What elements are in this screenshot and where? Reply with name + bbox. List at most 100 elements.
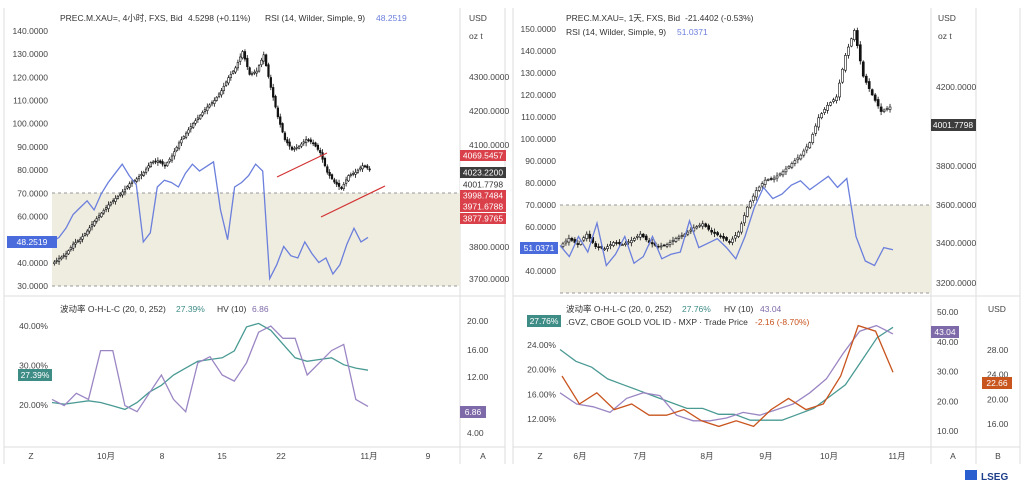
left-candle-body (368, 168, 371, 171)
left-candle-body (187, 129, 190, 134)
right-candle-body (799, 154, 803, 160)
left-time-axis-tick: 11月 (360, 451, 377, 461)
left-hv-line (51, 325, 369, 413)
left-candle-body (337, 183, 341, 187)
left-time-axis-tick: 10月 (97, 451, 115, 461)
right-candle-body (627, 241, 630, 244)
right-lower-left-axis-tick: 20.00% (527, 365, 556, 375)
right-rsi-axis-tick: 130.0000 (521, 68, 557, 78)
left-candle-body (149, 162, 152, 168)
left-unit: oz t (469, 31, 483, 41)
left-candle-body (107, 204, 110, 209)
left-candle-body (123, 188, 127, 193)
right-rsi-axis-tick: 70.0000 (525, 200, 556, 210)
right-rsi-value: 51.0371 (677, 27, 708, 37)
left-candle-body (206, 106, 209, 111)
left-candle-body (269, 77, 272, 88)
left-candle-body (288, 141, 291, 147)
left-candle-body (114, 198, 117, 202)
left-corner-a[interactable]: A (480, 451, 486, 461)
left-chart: PREC.M.XAU=, 4小时, FXS, Bid 4.5298 (+0.11… (3, 8, 509, 464)
left-candle-body (217, 93, 221, 97)
left-candle-body (323, 157, 327, 167)
left-price-tag (460, 167, 506, 178)
left-rsi-axis: 140.0000 130.0000 120.0000 110.0000 100.0000… (13, 26, 49, 291)
left-candle-body (177, 142, 181, 149)
left-lower-title: 波动率 O-H-L-C (20, 0, 252) (60, 304, 166, 314)
right-candle-body (882, 109, 886, 112)
right-candle-body (624, 242, 627, 245)
left-candle-body (272, 87, 275, 98)
right-lower-right-axis-tick: 16.00 (987, 419, 1009, 429)
left-price-tag-text: 4001.7798 (463, 180, 503, 190)
right-rsi-tag-text: 51.0371 (524, 243, 555, 253)
left-candle-body (314, 142, 317, 147)
left-rsi-tag (7, 236, 57, 248)
lseg-logo-text: LSEG (981, 472, 1008, 483)
right-time-axis-tick: 9月 (759, 451, 772, 461)
right-candle-body (668, 242, 672, 245)
left-candle-body (130, 181, 134, 185)
right-lower-left-axis-tick: 12.00% (527, 414, 556, 424)
left-candle-body (97, 215, 101, 218)
right-candle-body (671, 240, 675, 242)
right-candle-body (876, 99, 880, 107)
right-candle-body (772, 177, 776, 180)
right-corner-z[interactable]: Z (537, 451, 542, 461)
right-candle-body (662, 244, 666, 247)
left-lower-left-axis-tick: 20.00% (19, 400, 48, 410)
right-candle-body (689, 229, 693, 232)
right-candle-body (835, 96, 838, 101)
left-candle-body (260, 59, 263, 66)
left-lower-right-axis: 20.00 16.00 12.00 4.00 (467, 316, 489, 438)
right-candle-body (873, 94, 877, 101)
right-lower-right-axis: 28.00 24.00 20.00 16.00 (987, 345, 1009, 429)
right-candle-body (838, 82, 841, 98)
left-price-axis-tick: 3700.0000 (469, 274, 509, 284)
left-price-axis-tick: 3800.0000 (469, 242, 509, 252)
right-time-axis-tick: 7月 (633, 451, 646, 461)
right-candle-body (748, 201, 752, 208)
left-candle-body (361, 165, 364, 170)
right-candle-body (585, 233, 589, 239)
right-candle-body (745, 206, 749, 217)
right-corner-b[interactable]: B (995, 451, 1001, 461)
left-candle-body (203, 109, 207, 112)
right-time-axis-tick: 11月 (888, 451, 905, 461)
left-candle-body (215, 96, 218, 101)
left-candle-body (57, 258, 61, 262)
right-rsi-axis-tick: 90.0000 (525, 156, 556, 166)
left-candle-body (330, 174, 334, 180)
left-candle-body (257, 65, 261, 72)
left-corner-z[interactable]: Z (28, 451, 33, 461)
right-price-axis-tick: 3600.0000 (936, 200, 976, 210)
right-price-tag-text: 4001.7798 (933, 120, 973, 130)
right-hv-line (559, 324, 894, 422)
right-hv-label: HV (10) (724, 304, 753, 314)
right-candle-body (641, 233, 645, 238)
left-lower-left-axis: 40.00% 30.00% 20.00% (19, 321, 48, 410)
right-candle-body (850, 38, 853, 47)
left-rsi-axis-tick: 90.0000 (17, 142, 48, 152)
right-corner-a[interactable]: A (950, 451, 956, 461)
left-candle-body (356, 169, 360, 173)
right-lower-mid-axis: 50.00 40.00 30.00 20.00 10.00 (937, 307, 959, 436)
left-candle-body (182, 136, 185, 140)
right-candle-body (885, 108, 889, 110)
left-lower-right-axis-tick: 20.00 (467, 316, 489, 326)
right-candle-body (864, 75, 868, 83)
right-candle-body (823, 109, 826, 113)
left-candle-body (255, 70, 258, 74)
left-lower-right-axis-tick: 16.00 (467, 345, 489, 355)
right-candle-body (805, 146, 809, 151)
left-hv-tag-text: 6.86 (465, 407, 482, 417)
right-candle-body (659, 245, 663, 248)
right-candle-body (638, 233, 642, 238)
right-candle-body (781, 171, 785, 176)
left-candle-body (100, 212, 103, 218)
left-candle-body (109, 202, 112, 206)
right-candle-body (790, 163, 794, 168)
right-candle-body (737, 231, 740, 237)
right-candle-body (817, 117, 821, 128)
left-candle-body (344, 179, 348, 184)
